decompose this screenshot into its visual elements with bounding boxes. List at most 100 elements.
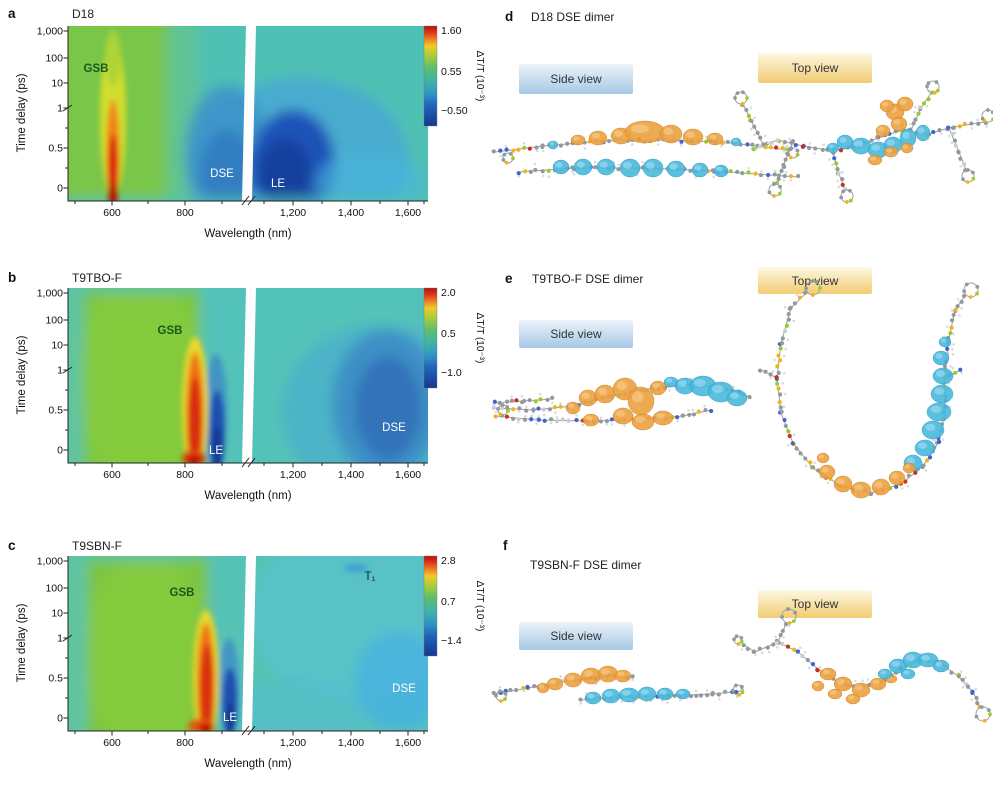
top-view-tag: Top view: [758, 267, 872, 294]
panel-title: T9SBN-F DSE dimer: [530, 558, 641, 572]
svg-text:1,600: 1,600: [395, 469, 421, 481]
x-tick-labels: 600 800 1,200 1,400 1,600: [103, 737, 421, 749]
svg-text:10: 10: [51, 608, 63, 620]
annotation-gsb: GSB: [84, 63, 109, 75]
colorbar-label: ΔT/T (10⁻³): [474, 581, 485, 632]
side-view-tag: Side view: [519, 320, 633, 348]
svg-text:800: 800: [176, 207, 194, 219]
svg-text:−1.0: −1.0: [441, 367, 462, 379]
y-tick-labels: 1,000 100 10 1 0.5 0: [37, 288, 63, 457]
panel-letter: d: [505, 9, 513, 24]
svg-text:800: 800: [176, 737, 194, 749]
panel-title: T9SBN-F: [72, 539, 122, 553]
y-tick-labels: 1,000 100 10 1 0.5 0: [37, 26, 63, 195]
panel-a-heatmap: a D18: [8, 6, 485, 240]
svg-text:−1.4: −1.4: [441, 635, 462, 647]
svg-text:0: 0: [57, 445, 63, 457]
axes: [62, 556, 428, 736]
axis-break-band: [242, 556, 256, 731]
svg-text:1,000: 1,000: [37, 556, 63, 568]
panel-letter: e: [505, 271, 513, 286]
axis-break-band: [242, 288, 256, 463]
top-view-label: Top view: [792, 597, 839, 611]
top-view-tag: Top view: [758, 53, 872, 83]
x-axis-label: Wavelength (nm): [204, 228, 291, 240]
panel-title: D18: [72, 7, 94, 21]
svg-text:0: 0: [57, 713, 63, 725]
x-tick-labels: 600 800 1,200 1,400 1,600: [103, 469, 421, 481]
colorbar: 1.60 0.55 −0.50 ΔT/T (10⁻³): [423, 25, 485, 127]
svg-text:1,000: 1,000: [37, 26, 63, 38]
annotation-dse: DSE: [210, 168, 234, 180]
x-axis-break-mark: [241, 195, 256, 206]
annotation-t1: T₁: [365, 571, 376, 583]
svg-text:0.5: 0.5: [48, 143, 63, 155]
svg-text:800: 800: [176, 469, 194, 481]
side-view-molecule: [491, 120, 801, 182]
y-axis-break-mark: [62, 366, 73, 374]
svg-text:2.0: 2.0: [441, 287, 456, 299]
annotations: GSB LE DSE: [158, 325, 407, 457]
panel-letter: c: [8, 538, 16, 553]
side-view-molecule: [491, 665, 745, 705]
top-view-molecule: [757, 279, 980, 499]
svg-text:−0.50: −0.50: [441, 105, 468, 117]
panel-letter: a: [8, 6, 16, 21]
x-axis-break-mark: [241, 457, 256, 468]
annotations: GSB T₁ LE DSE: [170, 571, 417, 724]
svg-text:1: 1: [57, 365, 63, 377]
side-view-molecule: [491, 375, 752, 431]
svg-text:1,200: 1,200: [280, 469, 306, 481]
annotation-le: LE: [271, 178, 285, 190]
panel-title: D18 DSE dimer: [531, 10, 614, 24]
panel-c-heatmap: c T9SBN-F: [8, 538, 485, 770]
svg-text:600: 600: [103, 469, 121, 481]
side-view-label: Side view: [550, 629, 602, 643]
svg-text:2.8: 2.8: [441, 555, 456, 567]
x-axis-label: Wavelength (nm): [204, 758, 291, 770]
annotation-le: LE: [223, 712, 237, 724]
colorbar-label: ΔT/T (10⁻³): [474, 51, 485, 102]
x-axis-label: Wavelength (nm): [204, 490, 291, 502]
svg-text:0.55: 0.55: [441, 66, 462, 78]
top-view-molecule: [732, 607, 992, 723]
svg-text:100: 100: [45, 583, 63, 595]
svg-text:0.7: 0.7: [441, 596, 456, 608]
annotation-dse: DSE: [392, 683, 416, 695]
axis-break-band: [242, 26, 256, 201]
panel-title: T9TBO-F DSE dimer: [532, 272, 643, 286]
top-view-tag: Top view: [758, 590, 872, 618]
top-view-label: Top view: [792, 61, 839, 75]
annotation-gsb: GSB: [170, 587, 195, 599]
heatmap-art: [68, 26, 428, 201]
svg-text:1: 1: [57, 633, 63, 645]
panel-letter: f: [503, 538, 508, 553]
y-axis-label: Time delay (ps): [16, 603, 28, 682]
heatmap-art: [68, 556, 428, 731]
side-view-label: Side view: [550, 327, 602, 341]
annotations: GSB DSE LE: [84, 63, 286, 190]
panel-letter: b: [8, 270, 16, 285]
svg-text:10: 10: [51, 340, 63, 352]
side-view-tag: Side view: [519, 64, 633, 94]
panel-d-dimer: d D18 DSE dimer Side view Top view: [491, 9, 993, 204]
svg-text:1,400: 1,400: [338, 469, 364, 481]
y-tick-labels: 1,000 100 10 1 0.5 0: [37, 556, 63, 725]
svg-text:1,400: 1,400: [338, 207, 364, 219]
svg-text:1,600: 1,600: [395, 207, 421, 219]
colorbar: 2.8 0.7 −1.4 ΔT/T (10⁻³): [423, 555, 485, 657]
svg-text:1,000: 1,000: [37, 288, 63, 300]
svg-text:1,600: 1,600: [395, 737, 421, 749]
svg-text:0.5: 0.5: [441, 328, 456, 340]
svg-text:1: 1: [57, 103, 63, 115]
panel-e-dimer: e T9TBO-F DSE dimer Top view Side view: [491, 267, 980, 499]
colorbar: 2.0 0.5 −1.0 ΔT/T (10⁻³): [423, 287, 485, 389]
panel-b-heatmap: b T9TBO-F: [8, 270, 485, 502]
side-view-label: Side view: [550, 72, 602, 86]
panel-title: T9TBO-F: [72, 271, 122, 285]
svg-text:1,400: 1,400: [338, 737, 364, 749]
svg-text:100: 100: [45, 53, 63, 65]
side-view-tag: Side view: [519, 622, 633, 650]
svg-text:600: 600: [103, 737, 121, 749]
